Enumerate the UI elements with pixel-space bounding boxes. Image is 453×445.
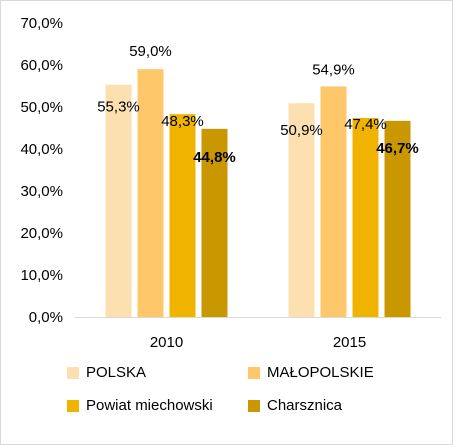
bar xyxy=(105,84,132,318)
legend-item-polska: POLSKA xyxy=(67,364,146,381)
data-label: 55,3% xyxy=(97,99,140,116)
legend-swatch-malopolskie xyxy=(248,366,260,379)
bar xyxy=(201,128,228,317)
bar xyxy=(137,69,164,317)
legend-label-powiat-miechowski: Powiat miechowski xyxy=(86,397,213,414)
y-tick-label: 40,0% xyxy=(20,141,63,158)
x-category-label: 2010 xyxy=(150,334,183,351)
legend-label-charsznica: Charsznica xyxy=(267,397,343,414)
x-category-label: 2015 xyxy=(333,334,366,351)
y-tick-label: 0,0% xyxy=(29,309,63,326)
y-tick-label: 10,0% xyxy=(20,267,63,284)
data-label: 48,3% xyxy=(161,113,204,130)
data-label: 47,4% xyxy=(344,116,387,133)
data-label: 46,7% xyxy=(376,140,419,157)
bar-chart: 0,0% 10,0% 20,0% 30,0% 40,0% 50,0% 60,0% 70,0% 5… xyxy=(20,15,441,351)
legend-item-malopolskie: MAŁOPOLSKIE xyxy=(248,364,374,381)
bar xyxy=(169,114,196,317)
legend-label-malopolskie: MAŁOPOLSKIE xyxy=(267,364,374,381)
y-tick-label: 20,0% xyxy=(20,225,63,242)
data-label: 54,9% xyxy=(312,61,355,78)
data-label: 44,8% xyxy=(193,149,236,166)
data-label: 59,0% xyxy=(129,43,172,60)
chart-legend: POLSKA MAŁOPOLSKIE Powiat miechowski Cha… xyxy=(1,356,452,436)
bar xyxy=(352,117,379,317)
y-tick-label: 50,0% xyxy=(20,99,63,116)
legend-swatch-powiat-miechowski xyxy=(67,399,79,412)
data-label: 50,9% xyxy=(280,122,323,139)
legend-item-powiat-miechowski: Powiat miechowski xyxy=(67,397,213,414)
y-tick-label: 30,0% xyxy=(20,183,63,200)
y-tick-label: 60,0% xyxy=(20,57,63,74)
bar xyxy=(288,103,315,317)
bar xyxy=(384,120,411,317)
y-tick-label: 70,0% xyxy=(20,15,63,32)
legend-label-polska: POLSKA xyxy=(86,364,147,381)
legend-swatch-charsznica xyxy=(248,399,260,412)
legend-swatch-polska xyxy=(67,366,79,379)
legend-item-charsznica: Charsznica xyxy=(248,397,342,414)
bar xyxy=(320,86,347,317)
